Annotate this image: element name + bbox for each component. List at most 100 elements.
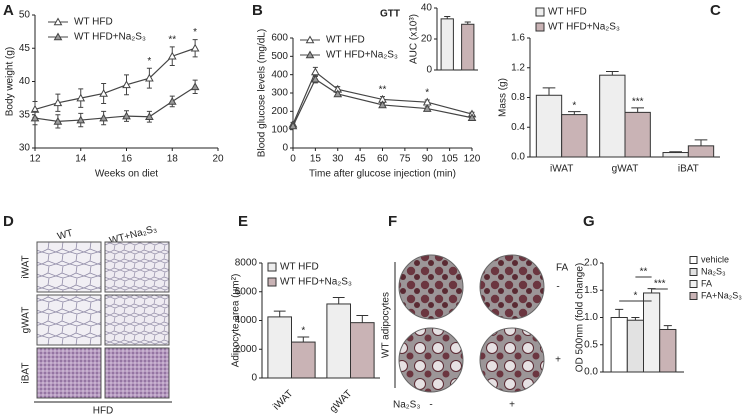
- legend-label: WT HFD: [74, 17, 113, 28]
- bar: [326, 303, 351, 379]
- legend-swatch: [689, 292, 698, 300]
- significance-label: *: [425, 88, 429, 99]
- histology-image: [104, 241, 170, 293]
- y-axis-label: OD 500nm (fold change): [575, 263, 586, 373]
- y-tick-label: 1.5: [584, 285, 598, 296]
- legend-label: FA+Na₂S₃: [701, 290, 742, 300]
- bar: [561, 114, 588, 158]
- legend-swatch: [267, 277, 277, 287]
- y-axis-label: Body weight (g): [5, 47, 16, 116]
- legend-swatch: [689, 268, 698, 276]
- significance-label: *: [147, 56, 151, 67]
- legend-label: WT HFD: [280, 262, 319, 273]
- row-label: iBAT: [21, 363, 32, 384]
- x-axis-label: Time after glucose injection (min): [309, 169, 456, 180]
- y-tick-label: 300: [271, 88, 288, 99]
- legend-swatch: [535, 22, 545, 32]
- x-tick-label: iWAT: [550, 164, 573, 175]
- y-tick-label: 8000: [235, 258, 258, 269]
- legend-marker: [53, 17, 63, 26]
- significance-label: *: [572, 100, 576, 111]
- footer-label: HFD: [93, 406, 114, 417]
- bar: [291, 341, 316, 379]
- legend-label: WT HFD+Na₂S₃: [548, 22, 620, 33]
- error-bar: [663, 325, 672, 330]
- panel-letter: G: [583, 213, 595, 230]
- data-point: [122, 111, 131, 120]
- error-bar: [332, 297, 345, 304]
- comparison-label: ***: [654, 279, 666, 290]
- data-point: [145, 73, 154, 82]
- x-tick-label: gWAT: [328, 388, 355, 415]
- legend-marker: [305, 35, 315, 44]
- error-bar: [297, 336, 310, 343]
- error-bar: [694, 139, 708, 146]
- x-tick-label: 20: [212, 154, 224, 165]
- bar: [267, 316, 292, 379]
- column-header: Na₂S₃: [393, 400, 420, 411]
- legend-label: WT HFD+Na₂S₃: [326, 50, 398, 61]
- series-line: [292, 70, 473, 125]
- data-point: [145, 112, 154, 121]
- data-point: [167, 51, 177, 60]
- y-tick-label: 6000: [235, 286, 258, 297]
- data-point: [30, 113, 40, 122]
- y-tick-label: 1.0: [584, 312, 598, 323]
- error-bar: [669, 151, 682, 153]
- legend-swatch: [535, 7, 545, 17]
- figure-content: A B C D E F G 30 35 40 45 50 Body weight (g) Weeks on…: [3, 2, 742, 417]
- row-label: +: [555, 355, 561, 366]
- y-tick-label: 600: [271, 33, 288, 44]
- panel-letter: B: [252, 2, 263, 19]
- x-tick-label: 16: [121, 154, 133, 165]
- adipocyte-image: [479, 254, 545, 320]
- x-tick-label: 120: [464, 154, 481, 165]
- significance-label: **: [168, 35, 176, 46]
- y-axis-label: Mass (g): [498, 78, 509, 117]
- adipocyte-image: [398, 327, 464, 393]
- y-tick-label: 2000: [235, 344, 258, 355]
- y-tick-label: 1.6: [511, 33, 525, 44]
- y-tick-label: 50: [19, 10, 31, 21]
- data-point: [53, 116, 63, 125]
- legend-marker: [53, 32, 63, 41]
- x-tick-label: 15: [310, 154, 322, 165]
- bar: [659, 328, 677, 373]
- data-point: [288, 121, 298, 130]
- bar: [440, 18, 454, 71]
- data-point: [311, 67, 320, 76]
- y-axis-label: Blood glucose levels (mg/dL): [257, 29, 268, 157]
- panel-letter: D: [3, 213, 14, 230]
- side-label: WT adipocytes: [381, 292, 392, 358]
- legend-label: vehicle: [701, 254, 729, 264]
- histology-image: [36, 294, 102, 346]
- panel-letter: F: [388, 213, 397, 230]
- row-label: gWAT: [21, 307, 32, 334]
- error-bar: [615, 308, 624, 318]
- error-bar: [273, 310, 286, 317]
- legend-swatch: [267, 262, 277, 272]
- bar: [626, 319, 644, 373]
- y-tick-label: 30: [19, 143, 31, 154]
- column-label: -: [429, 400, 432, 411]
- data-point: [190, 82, 200, 91]
- y-tick-label: 0: [251, 373, 257, 384]
- y-tick-label: 400: [271, 69, 288, 80]
- error-bar: [542, 87, 556, 96]
- y-tick-label: 200: [271, 106, 288, 117]
- error-bar: [606, 70, 619, 76]
- error-bar: [631, 317, 640, 321]
- bar: [535, 94, 563, 158]
- y-tick-label: 40: [19, 76, 31, 87]
- legend-label: WT HFD+Na₂S₃: [74, 32, 146, 43]
- bar: [599, 74, 626, 158]
- error-bar: [631, 107, 644, 113]
- histology-image: [104, 347, 170, 399]
- error-bar: [568, 111, 581, 115]
- data-point: [167, 96, 177, 105]
- legend-marker: [305, 50, 315, 59]
- x-tick-label: iWAT: [271, 388, 295, 412]
- x-tick-label: 12: [29, 154, 41, 165]
- significance-label: **: [379, 84, 387, 95]
